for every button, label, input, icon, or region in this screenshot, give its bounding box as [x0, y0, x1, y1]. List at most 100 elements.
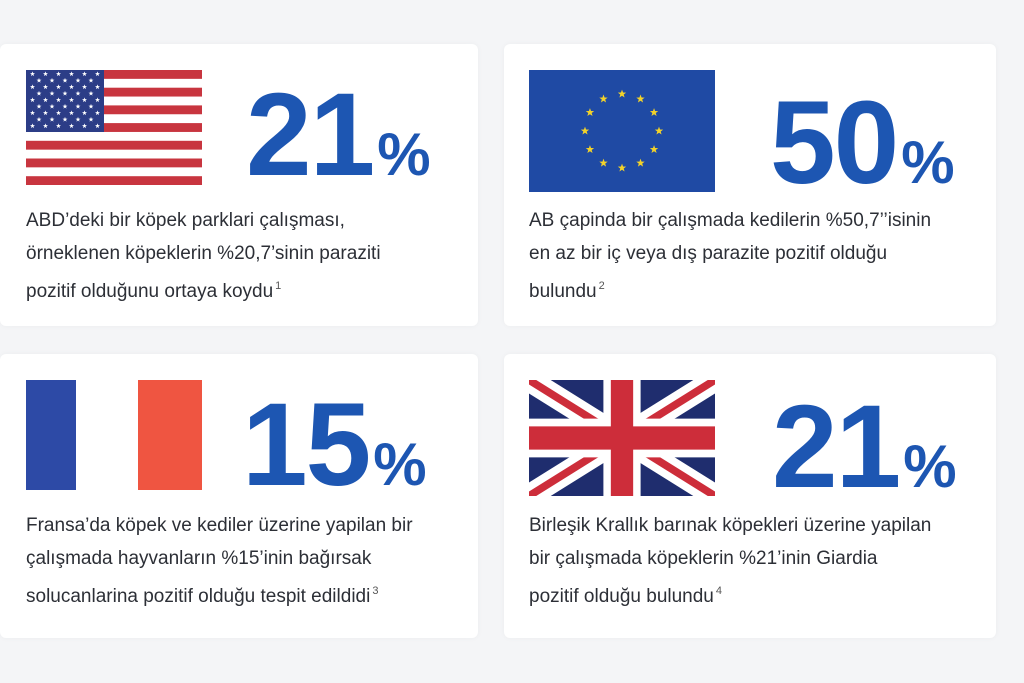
- stat-card-france: 15% Fransa’da köpek ve kediler üzerine y…: [0, 354, 478, 638]
- flag-star-icon: [43, 123, 48, 129]
- flag-star-icon: [617, 163, 627, 172]
- flag-star-icon: [599, 94, 608, 103]
- stat-number: 50: [770, 77, 899, 209]
- stat-unit: %: [377, 121, 431, 188]
- flag-star-icon: [88, 77, 94, 83]
- flag-star-icon: [654, 126, 664, 135]
- flag-star-icon: [95, 84, 100, 90]
- stat-description: AB çapinda bir çalışmada kedilerin %50,7…: [529, 204, 979, 308]
- stat-card-usa: 21% ABD’deki bir köpek parklari çalışmas…: [0, 44, 478, 326]
- flag-star-icon: [95, 97, 100, 103]
- stat-value: 21%: [772, 388, 957, 506]
- flag-star-icon: [88, 90, 94, 96]
- flag-star-icon: [75, 116, 81, 122]
- flag-star-icon: [43, 97, 48, 103]
- stat-card-eu: 50% AB çapinda bir çalışmada kedilerin %…: [504, 44, 996, 326]
- flag-star-icon: [43, 110, 48, 116]
- flag-star-icon: [617, 89, 627, 98]
- flag-star-icon: [82, 123, 87, 129]
- flag-star-icon: [30, 123, 35, 129]
- description-line: solucanlarina pozitif olduğu tespit edil…: [26, 575, 466, 613]
- stat-value: 15%: [242, 386, 427, 504]
- flag-star-icon: [649, 108, 659, 117]
- description-text: bulundu: [529, 281, 597, 302]
- description-line: bir çalışmada köpeklerin %21’inin Giardi…: [529, 548, 878, 569]
- flag-star-icon: [95, 123, 100, 129]
- description-line: örneklenen köpeklerin %20,7’sinin parazi…: [26, 243, 381, 264]
- description-line: ABD’deki bir köpek parklari çalışması,: [26, 210, 345, 231]
- flag-star-icon: [30, 110, 35, 116]
- flag-star-icon: [30, 97, 35, 103]
- flag-star-icon: [69, 71, 74, 77]
- flag-star-icon: [56, 123, 61, 129]
- flag-star-icon: [43, 71, 48, 77]
- flag-star-icon: [36, 90, 42, 96]
- description-line: bulundu 2: [529, 270, 979, 308]
- flag-star-icon: [82, 84, 87, 90]
- flag-star-icon: [95, 71, 100, 77]
- description-line: çalışmada hayvanların %15’inin bağırsak: [26, 548, 372, 569]
- flag-star-icon: [56, 84, 61, 90]
- flag-star-icon: [62, 90, 68, 96]
- description-text: pozitif olduğunu ortaya koydu: [26, 281, 274, 302]
- flag-star-icon: [30, 84, 35, 90]
- footnote-ref: 2: [598, 280, 605, 292]
- description-line: Birleşik Krallık barınak köpekleri üzeri…: [529, 515, 932, 536]
- flag-star-icon: [49, 90, 55, 96]
- flag-star-icon: [69, 123, 74, 129]
- flag-star-icon: [585, 108, 595, 117]
- flag-star-icon: [56, 71, 61, 77]
- flag-star-icon: [36, 103, 42, 109]
- flag-star-icon: [69, 84, 74, 90]
- flag-star-icon: [636, 94, 645, 103]
- flag-star-icon: [69, 110, 74, 116]
- flag-star-icon: [599, 158, 608, 167]
- stat-card-uk: 21% Birleşik Krallık barınak köpekleri ü…: [504, 354, 996, 638]
- flag-star-icon: [56, 110, 61, 116]
- description-text: solucanlarina pozitif olduğu tespit edil…: [26, 586, 371, 607]
- flag-star-icon: [95, 110, 100, 116]
- flag-star-icon: [49, 116, 55, 122]
- flag-star-icon: [62, 116, 68, 122]
- uk-flag-icon: [523, 370, 721, 506]
- flag-star-icon: [649, 145, 659, 154]
- france-flag-icon: [26, 380, 202, 495]
- flag-star-icon: [580, 126, 590, 135]
- flag-star-icon: [62, 103, 68, 109]
- flag-star-icon: [75, 77, 81, 83]
- flag-star-icon: [49, 103, 55, 109]
- flag-star-icon: [62, 77, 68, 83]
- flag-star-icon: [36, 116, 42, 122]
- flag-star-icon: [69, 97, 74, 103]
- flag-star-icon: [82, 97, 87, 103]
- flag-star-icon: [88, 116, 94, 122]
- flag-star-icon: [82, 110, 87, 116]
- footnote-ref: 4: [715, 585, 722, 597]
- flag-star-icon: [75, 103, 81, 109]
- flag-star-icon: [56, 97, 61, 103]
- stat-value: 21%: [246, 76, 431, 194]
- flag-star-icon: [49, 77, 55, 83]
- footnote-ref: 1: [275, 280, 282, 292]
- description-line: pozitif olduğunu ortaya koydu 1: [26, 270, 466, 308]
- flag-star-icon: [82, 71, 87, 77]
- stat-unit: %: [373, 431, 427, 498]
- usa-flag-icon: [26, 70, 202, 190]
- eu-flag-icon: [529, 70, 715, 197]
- flag-star-icon: [88, 103, 94, 109]
- description-line: pozitif olduğu bulundu 4: [529, 575, 979, 613]
- stat-number: 21: [246, 69, 375, 201]
- stat-unit: %: [903, 433, 957, 500]
- stat-unit: %: [901, 129, 955, 196]
- description-line: en az bir iç veya dış parazite pozitif o…: [529, 243, 888, 264]
- stat-number: 15: [242, 379, 371, 511]
- description-line: AB çapinda bir çalışmada kedilerin %50,7…: [529, 210, 932, 231]
- flag-star-icon: [585, 145, 595, 154]
- flag-star-icon: [75, 90, 81, 96]
- description-text: pozitif olduğu bulundu: [529, 586, 714, 607]
- footnote-ref: 3: [372, 585, 379, 597]
- stat-number: 21: [772, 381, 901, 513]
- stat-description: Birleşik Krallık barınak köpekleri üzeri…: [529, 509, 979, 613]
- stat-description: ABD’deki bir köpek parklari çalışması, ö…: [26, 204, 466, 308]
- flag-star-icon: [30, 71, 35, 77]
